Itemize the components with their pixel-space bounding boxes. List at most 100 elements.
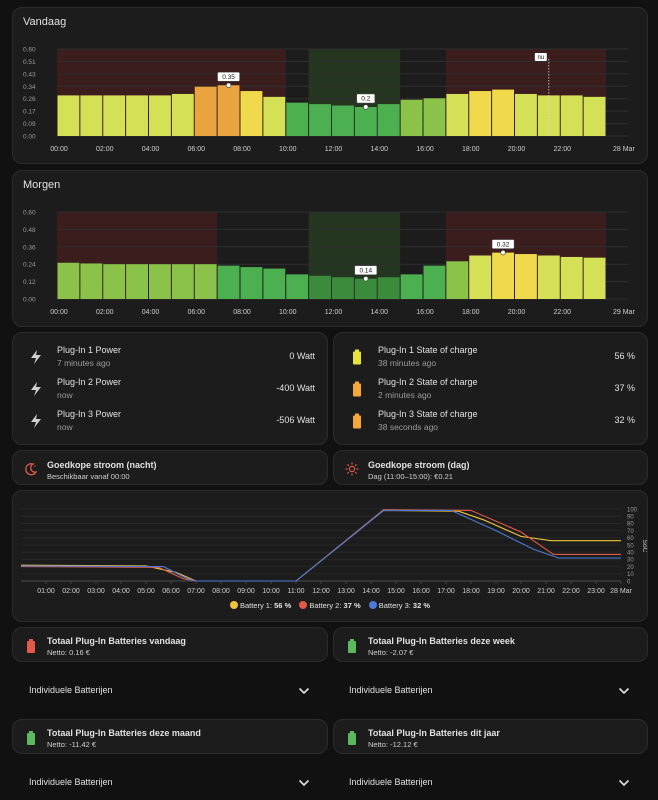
entity-last-changed: 2 minutes ago (378, 390, 432, 400)
x-tick-label: 03:00 (87, 588, 105, 595)
expander-individual-batteries[interactable]: Individuele Batterijen (12, 676, 328, 704)
max-marker (225, 82, 232, 88)
legend-name: Battery 1 (239, 601, 270, 610)
soc-entities-card: Plug-In 1 State of charge 38 minutes ago… (333, 332, 648, 445)
price-bar (537, 95, 560, 136)
min-label-box (354, 265, 378, 275)
x-tick-label: 21:00 (537, 588, 555, 595)
legend-swatch (299, 601, 308, 609)
price-bar (560, 256, 583, 299)
price-bar (446, 261, 469, 299)
y-tick-label: 0.51 (23, 59, 36, 66)
x-tick-label: 12:00 (325, 309, 343, 316)
entity-row-power-1[interactable]: Plug-In 1 Power 7 minutes ago 0 Watt (13, 341, 327, 373)
price-bar (515, 254, 537, 299)
x-tick-label: 04:00 (142, 146, 160, 153)
y-tick-label: 0 (627, 579, 631, 585)
price-bar (309, 275, 331, 299)
x-tick-label: 05:00 (137, 588, 155, 595)
cheap-day-tile[interactable]: Goedkope stroom (dag) Dag (11:00–15:00):… (333, 450, 648, 485)
x-tick-label: 10:00 (262, 588, 280, 595)
x-tick-label: 04:00 (112, 588, 130, 595)
legend-swatch (368, 601, 377, 609)
x-tick-label: 08:00 (233, 309, 251, 316)
x-tick-label: 28 Mar (613, 146, 635, 153)
morgen-price-card: Morgen 0.60 0.48 0.36 0.24 0.12 0.00 00:00 02:0… (12, 170, 648, 327)
total-year-tile[interactable]: Totaal Plug-In Batteries dit jaar Netto:… (333, 719, 648, 754)
x-tick-label: 18:00 (462, 309, 480, 316)
cheap-night-tile[interactable]: z Goedkope stroom (nacht) Beschikbaar va… (12, 450, 328, 485)
x-tick-label: 02:00 (96, 309, 114, 316)
series-line-battery-1 (20, 509, 621, 582)
entity-row-soc-2[interactable]: Plug-In 2 State of charge 2 minutes ago … (334, 373, 647, 405)
x-tick-label: 00:00 (50, 146, 68, 153)
entity-last-changed: 7 minutes ago (57, 358, 111, 368)
x-tick-label: 18:00 (462, 588, 480, 595)
x-tick-label: 17:00 (437, 588, 455, 595)
total-today-tile[interactable]: Totaal Plug-In Batteries vandaag Netto: … (12, 627, 328, 662)
price-bar (492, 89, 514, 136)
legend-name: Battery 2 (309, 601, 340, 610)
expander-individual-batteries[interactable]: Individuele Batterijen (333, 676, 648, 704)
entity-value: 37 % (614, 383, 635, 393)
battery-icon (348, 731, 356, 745)
legend-item-battery-3[interactable]: Battery 3: 32 % (368, 601, 431, 610)
y-tick-label: 60 (627, 536, 634, 542)
x-tick-label: 18:00 (462, 146, 480, 153)
price-bar (240, 267, 263, 299)
y-tick-label: 90 (627, 515, 634, 521)
x-tick-label: 15:00 (387, 588, 405, 595)
y-tick-label: 10 (627, 572, 634, 578)
x-tick-label: 14:00 (362, 588, 380, 595)
entity-value: 0 Watt (289, 351, 315, 361)
y-tick-label: 20 (627, 565, 634, 571)
battery-icon (353, 349, 361, 365)
entity-row-soc-1[interactable]: Plug-In 1 State of charge 38 minutes ago… (334, 341, 647, 373)
tile-subtitle: Netto: 0.16 € (47, 648, 90, 657)
price-bar (57, 95, 80, 136)
entity-row-soc-3[interactable]: Plug-In 3 State of charge 38 seconds ago… (334, 405, 647, 437)
price-bar (263, 96, 286, 136)
x-tick-label: 08:00 (233, 146, 251, 153)
min-label: 0.2 (361, 96, 370, 103)
total-month-tile[interactable]: Totaal Plug-In Batteries deze maand Nett… (12, 719, 328, 754)
entity-name: Plug-In 1 Power (57, 345, 122, 355)
entity-row-power-2[interactable]: Plug-In 2 Power now -400 Watt (13, 373, 327, 405)
legend-item-battery-2[interactable]: Battery 2: 37 % (299, 601, 361, 610)
y-tick-label: 0.60 (23, 47, 36, 54)
legend-value: 32 % (412, 601, 431, 610)
price-bar (126, 264, 148, 299)
x-tick-label: 06:00 (187, 309, 205, 316)
entity-row-power-3[interactable]: Plug-In 3 Power now -506 Watt (13, 405, 327, 437)
x-tick-label: 20:00 (512, 588, 530, 595)
sun-icon (345, 462, 359, 476)
price-bar (57, 262, 80, 299)
expander-label: Individuele Batterijen (349, 777, 433, 787)
price-bar (400, 99, 423, 136)
max-marker (500, 249, 506, 256)
x-tick-label: 07:00 (187, 588, 205, 595)
y-tick-label: 0.48 (23, 227, 36, 234)
expander-individual-batteries[interactable]: Individuele Batterijen (333, 768, 648, 796)
price-bar (263, 268, 286, 299)
x-tick-label: 00:00 (50, 309, 68, 316)
entity-name: Plug-In 1 State of charge (378, 345, 478, 355)
price-bar (400, 274, 423, 299)
x-tick-label: 20:00 (508, 146, 526, 153)
entity-last-changed: now (57, 422, 73, 432)
tile-subtitle: Netto: -11.42 € (47, 740, 97, 749)
vandaag-price-chart[interactable]: 0.60 0.51 0.43 0.34 0.26 0.17 0.09 0.00 00:00 02:… (13, 8, 647, 163)
x-tick-label: 08:00 (212, 588, 230, 595)
expander-individual-batteries[interactable]: Individuele Batterijen (12, 768, 328, 796)
price-bar (583, 96, 606, 136)
price-bar (194, 86, 217, 136)
morgen-price-chart[interactable]: 0.60 0.48 0.36 0.24 0.12 0.00 00:00 02:00 04:00 0… (13, 171, 647, 326)
legend-item-battery-1[interactable]: Battery 1: 56 % (229, 601, 291, 610)
y-tick-label: 0.12 (23, 279, 36, 286)
total-week-tile[interactable]: Totaal Plug-In Batteries deze week Netto… (333, 627, 648, 662)
price-bar (149, 264, 171, 299)
price-bar (103, 264, 126, 299)
y-tick-label: 0.24 (23, 262, 36, 269)
x-tick-label: 16:00 (416, 146, 434, 153)
